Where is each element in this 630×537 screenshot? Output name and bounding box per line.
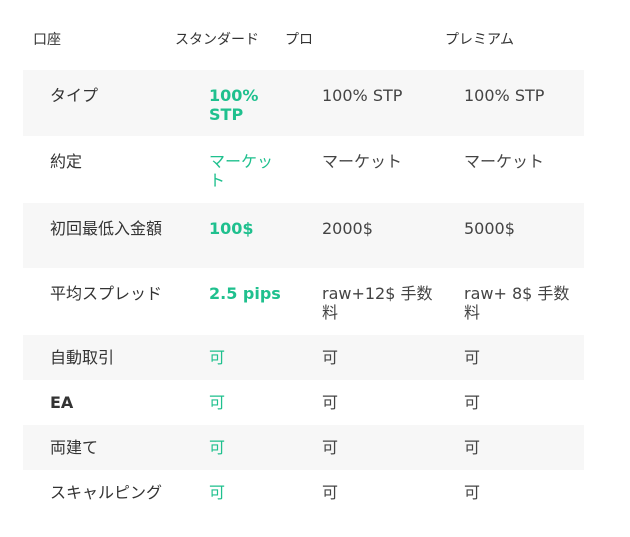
row-label: 平均スプレッド — [50, 284, 163, 303]
premium-value: 可 — [464, 483, 481, 502]
row-label: タイプ — [50, 86, 99, 105]
premium-value: 5000$ — [464, 219, 515, 238]
pro-value: 2000$ — [322, 219, 373, 238]
row-label: EA — [50, 393, 74, 412]
table-row-min-deposit: 初回最低入金額 100$ 2000$ 5000$ — [23, 203, 584, 268]
premium-value: 100% STP — [464, 86, 545, 105]
standard-value: 可 — [209, 393, 226, 412]
pro-value: 可 — [322, 438, 339, 457]
premium-value: マーケット — [464, 152, 545, 171]
table-row-execution: 約定 マーケット マーケット マーケット — [23, 136, 584, 203]
premium-value: 可 — [464, 438, 481, 457]
standard-value: マーケット — [209, 152, 274, 190]
pro-value: 100% STP — [322, 86, 403, 105]
table-row-spread: 平均スプレッド 2.5 pips raw+12$ 手数料 raw+ 8$ 手数料 — [23, 268, 584, 335]
header-standard: スタンダード — [175, 32, 259, 48]
table-row-auto-trading: 自動取引 可 可 可 — [23, 335, 584, 380]
standard-value: 可 — [209, 483, 226, 502]
premium-value: 可 — [464, 393, 481, 412]
row-label: 約定 — [50, 152, 83, 171]
pro-value: 可 — [322, 483, 339, 502]
row-label: 自動取引 — [50, 348, 115, 367]
header-pro: プロ — [285, 32, 313, 48]
table-row-scalping: スキャルピング 可 可 可 — [23, 470, 584, 535]
table-row-type: タイプ 100% STP 100% STP 100% STP — [23, 70, 584, 136]
premium-value: raw+ 8$ 手数料 — [464, 284, 570, 322]
standard-value: 100$ — [209, 219, 254, 238]
header-account: 口座 — [33, 32, 61, 48]
row-label: スキャルピング — [50, 483, 163, 502]
standard-value: 可 — [209, 438, 226, 457]
premium-value: 可 — [464, 348, 481, 367]
account-comparison-table: タイプ 100% STP 100% STP 100% STP 約定 マーケット … — [23, 70, 584, 535]
row-label: 両建て — [50, 438, 99, 457]
standard-value: 2.5 pips — [209, 284, 281, 303]
table-row-ea: EA 可 可 可 — [23, 380, 584, 425]
row-label: 初回最低入金額 — [50, 219, 163, 238]
standard-value: 可 — [209, 348, 226, 367]
header-premium: プレミアム — [445, 32, 515, 48]
table-row-hedging: 両建て 可 可 可 — [23, 425, 584, 470]
pro-value: raw+12$ 手数料 — [322, 284, 433, 322]
pro-value: 可 — [322, 393, 339, 412]
pro-value: マーケット — [322, 152, 403, 171]
standard-value: 100% STP — [209, 86, 259, 124]
pro-value: 可 — [322, 348, 339, 367]
